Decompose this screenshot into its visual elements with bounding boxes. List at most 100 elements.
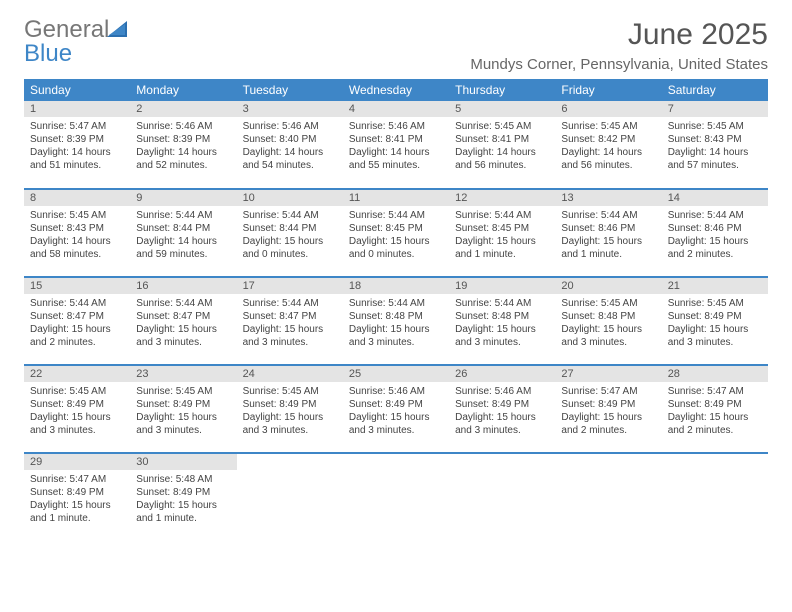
col-sunday: Sunday: [24, 79, 130, 101]
day-details: Sunrise: 5:45 AMSunset: 8:42 PMDaylight:…: [555, 117, 661, 175]
day-number: 15: [24, 278, 130, 294]
calendar-cell: ..: [662, 453, 768, 541]
calendar-cell: 9Sunrise: 5:44 AMSunset: 8:44 PMDaylight…: [130, 189, 236, 277]
day-details: Sunrise: 5:44 AMSunset: 8:45 PMDaylight:…: [449, 206, 555, 264]
calendar-cell: 16Sunrise: 5:44 AMSunset: 8:47 PMDayligh…: [130, 277, 236, 365]
day-details: Sunrise: 5:44 AMSunset: 8:47 PMDaylight:…: [237, 294, 343, 352]
day-details: Sunrise: 5:47 AMSunset: 8:39 PMDaylight:…: [24, 117, 130, 175]
day-details: Sunrise: 5:45 AMSunset: 8:41 PMDaylight:…: [449, 117, 555, 175]
day-details: Sunrise: 5:44 AMSunset: 8:46 PMDaylight:…: [555, 206, 661, 264]
day-number: 7: [662, 101, 768, 117]
day-number: 21: [662, 278, 768, 294]
col-friday: Friday: [555, 79, 661, 101]
calendar-cell: 6Sunrise: 5:45 AMSunset: 8:42 PMDaylight…: [555, 101, 661, 189]
day-details: Sunrise: 5:45 AMSunset: 8:49 PMDaylight:…: [662, 294, 768, 352]
day-number: 13: [555, 190, 661, 206]
day-number: 26: [449, 366, 555, 382]
calendar-cell: ..: [555, 453, 661, 541]
col-saturday: Saturday: [662, 79, 768, 101]
calendar-cell: 4Sunrise: 5:46 AMSunset: 8:41 PMDaylight…: [343, 101, 449, 189]
calendar-cell: 21Sunrise: 5:45 AMSunset: 8:49 PMDayligh…: [662, 277, 768, 365]
day-number: 12: [449, 190, 555, 206]
day-number: 2: [130, 101, 236, 117]
day-number: 9: [130, 190, 236, 206]
day-details: Sunrise: 5:47 AMSunset: 8:49 PMDaylight:…: [662, 382, 768, 440]
calendar-cell: 14Sunrise: 5:44 AMSunset: 8:46 PMDayligh…: [662, 189, 768, 277]
day-number: 5: [449, 101, 555, 117]
day-number: 24: [237, 366, 343, 382]
calendar-row: 15Sunrise: 5:44 AMSunset: 8:47 PMDayligh…: [24, 277, 768, 365]
col-monday: Monday: [130, 79, 236, 101]
day-details: Sunrise: 5:45 AMSunset: 8:43 PMDaylight:…: [662, 117, 768, 175]
weekday-header-row: Sunday Monday Tuesday Wednesday Thursday…: [24, 79, 768, 101]
calendar-cell: 19Sunrise: 5:44 AMSunset: 8:48 PMDayligh…: [449, 277, 555, 365]
logo-text-1: General: [24, 16, 109, 43]
calendar-cell: ..: [237, 453, 343, 541]
day-number: 30: [130, 454, 236, 470]
day-details: Sunrise: 5:45 AMSunset: 8:49 PMDaylight:…: [130, 382, 236, 440]
calendar-cell: 17Sunrise: 5:44 AMSunset: 8:47 PMDayligh…: [237, 277, 343, 365]
day-details: Sunrise: 5:46 AMSunset: 8:49 PMDaylight:…: [343, 382, 449, 440]
calendar-row: 1Sunrise: 5:47 AMSunset: 8:39 PMDaylight…: [24, 101, 768, 189]
day-number: 27: [555, 366, 661, 382]
day-details: Sunrise: 5:44 AMSunset: 8:44 PMDaylight:…: [130, 206, 236, 264]
calendar-cell: 30Sunrise: 5:48 AMSunset: 8:49 PMDayligh…: [130, 453, 236, 541]
logo-text-2: Blue: [24, 40, 72, 67]
location-subtitle: Mundys Corner, Pennsylvania, United Stat…: [470, 56, 768, 73]
day-number: 4: [343, 101, 449, 117]
day-details: Sunrise: 5:45 AMSunset: 8:43 PMDaylight:…: [24, 206, 130, 264]
day-details: Sunrise: 5:45 AMSunset: 8:49 PMDaylight:…: [237, 382, 343, 440]
calendar-cell: 3Sunrise: 5:46 AMSunset: 8:40 PMDaylight…: [237, 101, 343, 189]
calendar-cell: 10Sunrise: 5:44 AMSunset: 8:44 PMDayligh…: [237, 189, 343, 277]
day-number: 22: [24, 366, 130, 382]
day-number: 16: [130, 278, 236, 294]
day-number: 17: [237, 278, 343, 294]
calendar-cell: 11Sunrise: 5:44 AMSunset: 8:45 PMDayligh…: [343, 189, 449, 277]
day-details: Sunrise: 5:44 AMSunset: 8:47 PMDaylight:…: [24, 294, 130, 352]
day-number: 20: [555, 278, 661, 294]
day-details: Sunrise: 5:46 AMSunset: 8:49 PMDaylight:…: [449, 382, 555, 440]
calendar-cell: ..: [449, 453, 555, 541]
day-details: Sunrise: 5:45 AMSunset: 8:48 PMDaylight:…: [555, 294, 661, 352]
col-thursday: Thursday: [449, 79, 555, 101]
day-number: 29: [24, 454, 130, 470]
day-number: 23: [130, 366, 236, 382]
calendar-cell: 5Sunrise: 5:45 AMSunset: 8:41 PMDaylight…: [449, 101, 555, 189]
calendar-row: 29Sunrise: 5:47 AMSunset: 8:49 PMDayligh…: [24, 453, 768, 541]
calendar-cell: 25Sunrise: 5:46 AMSunset: 8:49 PMDayligh…: [343, 365, 449, 453]
logo: General Blue: [24, 18, 129, 66]
logo-sail-icon: [107, 21, 129, 39]
calendar-cell: 22Sunrise: 5:45 AMSunset: 8:49 PMDayligh…: [24, 365, 130, 453]
day-details: Sunrise: 5:46 AMSunset: 8:39 PMDaylight:…: [130, 117, 236, 175]
header: General Blue June 2025 Mundys Corner, Pe…: [24, 18, 768, 73]
calendar-cell: 27Sunrise: 5:47 AMSunset: 8:49 PMDayligh…: [555, 365, 661, 453]
day-details: Sunrise: 5:46 AMSunset: 8:41 PMDaylight:…: [343, 117, 449, 175]
day-number: 11: [343, 190, 449, 206]
calendar-cell: 2Sunrise: 5:46 AMSunset: 8:39 PMDaylight…: [130, 101, 236, 189]
col-tuesday: Tuesday: [237, 79, 343, 101]
day-details: Sunrise: 5:47 AMSunset: 8:49 PMDaylight:…: [24, 470, 130, 528]
calendar-row: 22Sunrise: 5:45 AMSunset: 8:49 PMDayligh…: [24, 365, 768, 453]
day-details: Sunrise: 5:44 AMSunset: 8:47 PMDaylight:…: [130, 294, 236, 352]
col-wednesday: Wednesday: [343, 79, 449, 101]
day-details: Sunrise: 5:44 AMSunset: 8:46 PMDaylight:…: [662, 206, 768, 264]
day-details: Sunrise: 5:44 AMSunset: 8:48 PMDaylight:…: [343, 294, 449, 352]
calendar-row: 8Sunrise: 5:45 AMSunset: 8:43 PMDaylight…: [24, 189, 768, 277]
calendar-cell: 28Sunrise: 5:47 AMSunset: 8:49 PMDayligh…: [662, 365, 768, 453]
day-number: 6: [555, 101, 661, 117]
calendar-cell: 15Sunrise: 5:44 AMSunset: 8:47 PMDayligh…: [24, 277, 130, 365]
calendar-cell: 13Sunrise: 5:44 AMSunset: 8:46 PMDayligh…: [555, 189, 661, 277]
day-number: 1: [24, 101, 130, 117]
calendar-table: Sunday Monday Tuesday Wednesday Thursday…: [24, 79, 768, 541]
calendar-cell: 26Sunrise: 5:46 AMSunset: 8:49 PMDayligh…: [449, 365, 555, 453]
calendar-cell: 24Sunrise: 5:45 AMSunset: 8:49 PMDayligh…: [237, 365, 343, 453]
day-number: 18: [343, 278, 449, 294]
day-number: 14: [662, 190, 768, 206]
calendar-cell: ..: [343, 453, 449, 541]
day-number: 19: [449, 278, 555, 294]
day-details: Sunrise: 5:47 AMSunset: 8:49 PMDaylight:…: [555, 382, 661, 440]
day-details: Sunrise: 5:44 AMSunset: 8:44 PMDaylight:…: [237, 206, 343, 264]
calendar-cell: 7Sunrise: 5:45 AMSunset: 8:43 PMDaylight…: [662, 101, 768, 189]
day-number: 3: [237, 101, 343, 117]
calendar-cell: 1Sunrise: 5:47 AMSunset: 8:39 PMDaylight…: [24, 101, 130, 189]
